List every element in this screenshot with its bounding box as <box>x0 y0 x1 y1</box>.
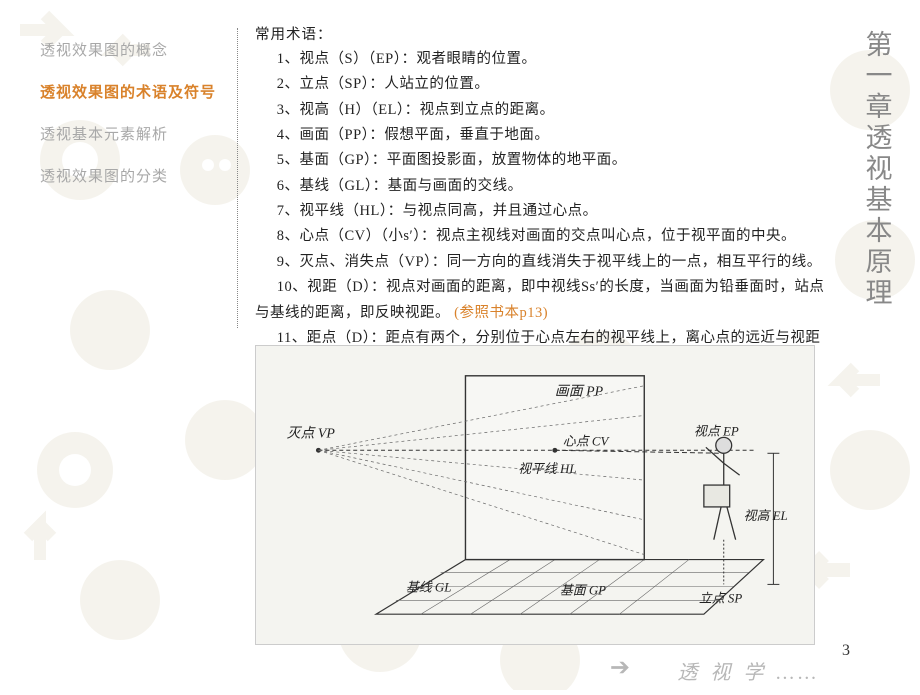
terms-heading: 常用术语： <box>255 25 835 47</box>
svg-text:心点 CV: 心点 CV <box>563 433 611 448</box>
term-1: 1、视点（S）（EP）：观者眼睛的位置。 <box>255 47 835 72</box>
perspective-diagram: 灭点 VP 画面 PP 心点 CV 视点 EP 视平线 HL 视高 EL 基线 … <box>255 345 815 645</box>
term-2: 2、立点（SP）：人站立的位置。 <box>255 72 835 97</box>
svg-text:基面 GP: 基面 GP <box>560 582 606 597</box>
nav-item-terms[interactable]: 透视效果图的术语及符号 <box>40 72 225 114</box>
svg-text:视高 EL: 视高 EL <box>744 508 788 523</box>
svg-text:视平线 HL: 视平线 HL <box>518 461 576 476</box>
svg-text:基线 GL: 基线 GL <box>406 579 452 594</box>
nav-item-elements[interactable]: 透视基本元素解析 <box>40 114 225 156</box>
term-6: 6、基线（GL）：基面与画面的交线。 <box>255 174 835 199</box>
term-7: 7、视平线（HL）：与视点同高，并且通过心点。 <box>255 199 835 224</box>
term-3: 3、视高（H）（EL）：视点到立点的距离。 <box>255 98 835 123</box>
main-content: 常用术语： 1、视点（S）（EP）：观者眼睛的位置。 2、立点（SP）：人站立的… <box>255 25 835 377</box>
svg-text:立点 SP: 立点 SP <box>699 590 742 605</box>
vertical-divider <box>237 28 238 328</box>
svg-text:画面 PP: 画面 PP <box>555 385 604 400</box>
nav-item-types[interactable]: 透视效果图的分类 <box>40 156 225 198</box>
page-number: 3 <box>842 642 850 660</box>
footer-arrow-icon: ➔ <box>610 653 630 682</box>
term-4: 4、画面（PP）：假想平面，垂直于地面。 <box>255 123 835 148</box>
term-5: 5、基面（GP）：平面图投影面，放置物体的地平面。 <box>255 148 835 173</box>
terms-list: 1、视点（S）（EP）：观者眼睛的位置。 2、立点（SP）：人站立的位置。 3、… <box>255 47 835 377</box>
nav-item-concept[interactable]: 透视效果图的概念 <box>40 30 225 72</box>
term-10: 10、视距（D）：视点对画面的距离，即中视线Ss′的长度，当画面为铅垂面时，站点… <box>255 275 835 326</box>
chapter-title: 第一章 透视基本原理 <box>865 30 895 309</box>
footer-text: 透 视 学 …… <box>677 656 820 685</box>
sidebar-nav: 透视效果图的概念 透视效果图的术语及符号 透视基本元素解析 透视效果图的分类 <box>40 30 225 198</box>
svg-text:视点 EP: 视点 EP <box>694 423 739 438</box>
svg-text:灭点 VP: 灭点 VP <box>287 425 336 441</box>
term-9: 9、灭点、消失点（VP）：同一方向的直线消失于视平线上的一点，相互平行的线。 <box>255 250 835 275</box>
term-8: 8、心点（CV）（小s′）：视点主视线对画面的交点叫心点，位于视平面的中央。 <box>255 224 835 249</box>
